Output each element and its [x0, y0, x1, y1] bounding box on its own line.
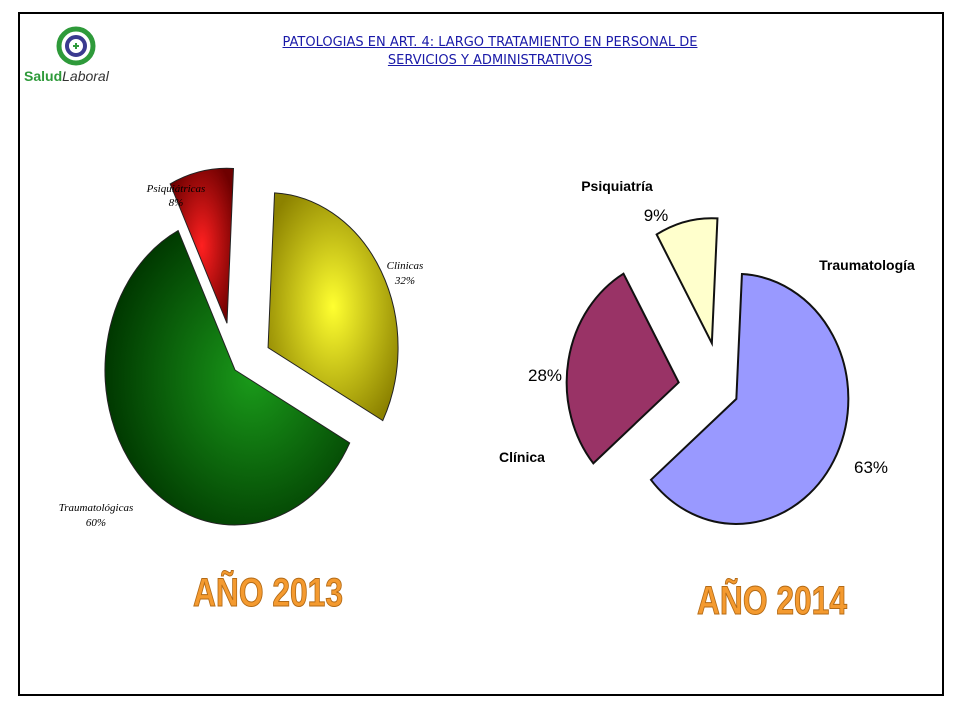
- salud-laboral-logo: SaludLaboral: [24, 26, 134, 90]
- title-line-2: SERVICIOS Y ADMINISTRATIVOS: [387, 53, 593, 68]
- pie-slice-año-2013-0: [267, 192, 399, 422]
- pie-slice-año-2014-0: [649, 273, 850, 525]
- title-line-1: PATOLOGIAS EN ART. 4: LARGO TRATAMIENTO …: [282, 35, 698, 50]
- pie-chart-2013: [104, 167, 399, 526]
- value-2014-traumatologia: 63%: [854, 458, 888, 477]
- pie-slice-año-2014-1: [565, 272, 680, 465]
- value-2013-traumatologicas: 60%: [86, 517, 106, 529]
- label-2014-traumatologia: Traumatología: [819, 257, 915, 273]
- chart-title-2014: AÑO 2014: [697, 577, 848, 623]
- page-title[interactable]: PATOLOGIAS EN ART. 4: LARGO TRATAMIENTO …: [190, 34, 790, 70]
- pie-slice-año-2013-1: [104, 229, 351, 526]
- pie-slice-año-2013-2: [169, 167, 235, 324]
- label-2014-clinica: Clínica: [499, 449, 545, 465]
- label-2014-psiquiatria: Psiquiatría: [581, 178, 653, 194]
- logo-text-salud: Salud: [24, 68, 63, 84]
- value-2013-clinicas: 32%: [394, 275, 415, 287]
- logo-text: SaludLaboral: [24, 68, 109, 84]
- chart-title-2013: AÑO 2013: [193, 569, 343, 615]
- label-2013-traumatologicas: Traumatológicas: [59, 502, 134, 514]
- label-2013-clinicas: Clinicas: [387, 260, 424, 272]
- value-2014-psiquiatria: 9%: [644, 206, 669, 225]
- value-2014-clinica: 28%: [528, 366, 562, 385]
- pie-slice-año-2014-2: [655, 217, 719, 348]
- value-2013-psiquiatricas: 8%: [169, 197, 184, 209]
- pie-chart-2014: [565, 217, 850, 525]
- logo-text-laboral: Laboral: [62, 68, 109, 84]
- label-2013-psiquiatricas: Psiquiátricas: [146, 183, 206, 195]
- slide-frame: [18, 12, 944, 696]
- logo-mark-icon: [56, 26, 96, 66]
